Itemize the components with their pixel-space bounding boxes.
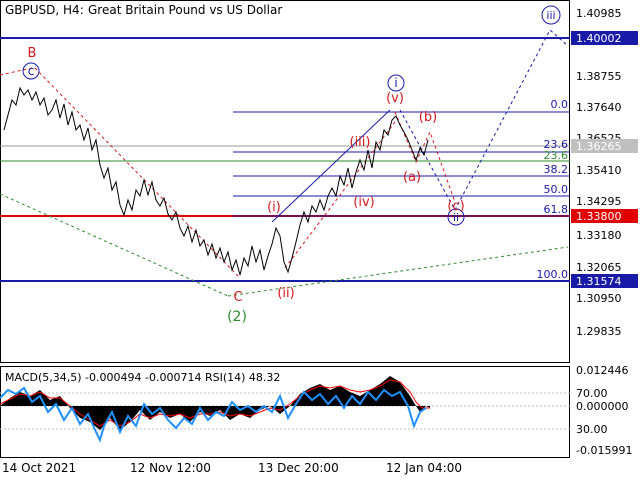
main-chart-frame (0, 0, 570, 363)
price-tick: 1.38755 (576, 70, 622, 83)
low-price-label: 1.31574 (576, 275, 622, 288)
indicator-tick: 70.00 (576, 387, 608, 400)
price-tick: 1.35410 (576, 164, 622, 177)
impulse-channel-upper (271, 109, 391, 223)
wave-i-circle (387, 74, 405, 92)
price-axis: 1.40985 1.38755 1.37640 1.36525 1.35410 … (571, 7, 638, 338)
price-tick: 1.30950 (576, 292, 622, 305)
indicator-tick: -0.015991 (576, 444, 632, 457)
wave-label-c-circle: c (28, 64, 35, 78)
impulse-channel-lower (284, 121, 396, 269)
time-tick: 13 Dec 20:00 (258, 461, 339, 475)
resistance-price-box (571, 31, 638, 45)
wave-label-a: (a) (403, 170, 421, 185)
wave-label-B: B (28, 46, 37, 61)
indicator-header: MACD(5,34,5) -0.000494 -0.000714 RSI(14)… (5, 371, 280, 384)
price-series (3, 86, 429, 276)
chart-description: Great Britain Pound vs US Dollar (88, 3, 282, 17)
wave-iii-circle (541, 5, 561, 25)
fib-label-50: 50.0 (544, 183, 569, 196)
fibonacci-retracement[interactable]: 0.0 23.6 23.6 38.2 50.0 61.8 100.0 (233, 98, 570, 282)
wave-labels: B c C (2) (i) (ii) (iii) (iv) (v) i ii i… (22, 5, 561, 325)
time-tick: 12 Jan 04:00 (386, 461, 462, 475)
wave-label-iii-roman: (iii) (350, 135, 371, 150)
chart-symbol: GBPUSD, H4: (5, 3, 84, 17)
macd-histogram (0, 376, 430, 430)
resistance-price-label: 1.40002 (576, 32, 622, 45)
price-tick: 1.33180 (576, 229, 622, 242)
wave-label-b: (b) (419, 110, 437, 125)
fib-label-38: 38.2 (544, 163, 569, 176)
wave-ii-circle (447, 208, 465, 226)
wave-label-i-circle: i (394, 76, 397, 90)
wave-label-C: C (233, 290, 242, 305)
current-price-label: 1.36265 (576, 140, 622, 153)
wave-label-iii-circle: iii (546, 9, 555, 22)
indicator-tick: 0.012446 (576, 364, 629, 377)
wave-c-circle (22, 62, 40, 80)
price-tick: 1.37640 (576, 101, 622, 114)
wave-c-channel (34, 67, 241, 279)
price-tick: 1.32065 (576, 261, 622, 274)
indicator-tick: 0.000000 (576, 400, 629, 413)
fib-label-23: 23.6 (544, 138, 569, 151)
current-price-box (571, 139, 638, 153)
wave-label-2: (2) (227, 309, 247, 325)
indicator-tick: 30.00 (576, 423, 608, 436)
time-axis: 14 Oct 2021 12 Nov 12:00 13 Dec 20:00 12… (2, 461, 462, 475)
wave-label-v-roman: (v) (386, 91, 404, 106)
support-price-label: 1.33800 (576, 210, 622, 223)
time-tick: 14 Oct 2021 (2, 461, 76, 475)
fib-label-61: 61.8 (544, 203, 569, 216)
support-price-box (571, 209, 638, 223)
wave-label-iv-roman: (iv) (353, 195, 374, 210)
wave-label-ii-circle: ii (453, 211, 459, 224)
wave-label-c: (c) (447, 199, 464, 214)
wave-label-ii-roman: (ii) (277, 286, 294, 301)
time-tick: 12 Nov 12:00 (130, 461, 211, 475)
price-tick: 1.40985 (576, 7, 622, 20)
fib-label-23-green: 23.6 (544, 149, 569, 162)
wave-label-i-roman: (i) (267, 200, 281, 215)
rsi-line (0, 386, 427, 443)
low-price-box (571, 274, 638, 288)
indicator-panel: MACD(5,34,5) -0.000494 -0.000714 RSI(14)… (0, 364, 632, 457)
price-tick: 1.29835 (576, 325, 622, 338)
fib-label-100: 100.0 (537, 268, 569, 281)
price-tick: 1.34295 (576, 195, 622, 208)
fib-label-0: 0.0 (551, 98, 569, 111)
